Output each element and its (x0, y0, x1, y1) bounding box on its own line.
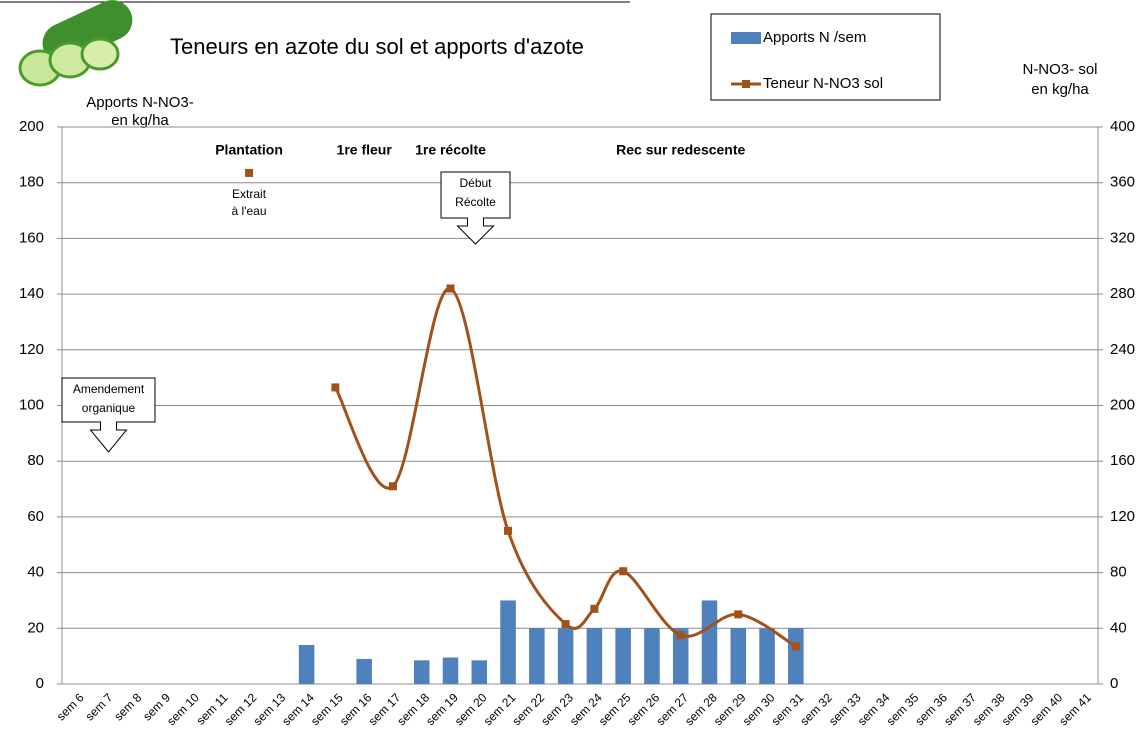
bar (414, 660, 430, 684)
chart-title: Teneurs en azote du sol et apports d'azo… (170, 34, 584, 59)
callout-label: Amendement (73, 382, 145, 396)
callout-label: Début (459, 176, 492, 190)
phase-label: 1re récolte (415, 142, 486, 158)
y-tick-label: 100 (19, 396, 44, 413)
y2-tick-label: 80 (1110, 564, 1127, 581)
bar (529, 628, 545, 684)
x-tick-label: sem 8 (111, 690, 144, 723)
cucumber-icon (20, 0, 139, 85)
y2-tick-label: 320 (1110, 229, 1135, 246)
marker (245, 169, 253, 177)
y2-axis-title: N-NO3- sol (1022, 61, 1097, 78)
callout-label: organique (82, 401, 136, 415)
y2-tick-label: 240 (1110, 341, 1135, 358)
bar (356, 659, 372, 684)
marker (504, 527, 512, 535)
legend-label: Apports N /sem (763, 29, 866, 46)
y-tick-label: 180 (19, 174, 44, 191)
y-tick-label: 0 (36, 675, 44, 692)
legend-swatch (742, 80, 750, 88)
bar (702, 600, 718, 684)
marker (590, 605, 598, 613)
bar (472, 660, 488, 684)
chart: Teneurs en azote du sol et apports d'azo… (0, 0, 1147, 738)
y-tick-label: 200 (19, 118, 44, 135)
callout-label: Récolte (455, 195, 496, 209)
y2-axis-title: en kg/ha (1031, 81, 1089, 98)
line (335, 288, 795, 646)
bar (587, 628, 603, 684)
y2-tick-label: 400 (1110, 118, 1135, 135)
marker (677, 631, 685, 639)
y-tick-label: 40 (27, 564, 44, 581)
y-tick-label: 140 (19, 285, 44, 302)
y-tick-label: 60 (27, 508, 44, 525)
marker (619, 567, 627, 575)
y-axis-title: Apports N-NO3- (86, 94, 194, 111)
marker (389, 482, 397, 490)
y2-tick-label: 200 (1110, 396, 1135, 413)
legend-swatch (731, 32, 761, 44)
y2-tick-label: 120 (1110, 508, 1135, 525)
bar (558, 628, 574, 684)
marker (447, 285, 455, 293)
y-tick-label: 20 (27, 619, 44, 636)
y2-tick-label: 40 (1110, 619, 1127, 636)
x-tick-label: sem 6 (54, 690, 87, 723)
annotation: à l'eau (232, 204, 267, 218)
bar (731, 628, 747, 684)
marker (331, 383, 339, 391)
bar (644, 628, 660, 684)
phase-label: Rec sur redescente (616, 142, 745, 158)
y-tick-label: 160 (19, 229, 44, 246)
x-tick-label: sem 7 (83, 690, 116, 723)
y2-tick-label: 280 (1110, 285, 1135, 302)
bar (443, 658, 459, 684)
marker (792, 642, 800, 650)
legend-label: Teneur N-NO3 sol (763, 75, 883, 92)
annotation: Extrait (232, 187, 267, 201)
y2-tick-label: 160 (1110, 452, 1135, 469)
bar (299, 645, 315, 684)
bar (788, 628, 804, 684)
y-tick-label: 80 (27, 452, 44, 469)
bar (500, 600, 516, 684)
y2-tick-label: 0 (1110, 675, 1118, 692)
bar (759, 628, 775, 684)
marker (734, 610, 742, 618)
x-tick-label: sem 10 (164, 690, 202, 728)
phase-label: 1re fleur (337, 142, 393, 158)
y2-tick-label: 360 (1110, 174, 1135, 191)
y-axis-title: en kg/ha (111, 112, 169, 129)
x-tick-label: sem 41 (1056, 690, 1094, 728)
bar (615, 628, 631, 684)
y-tick-label: 120 (19, 341, 44, 358)
marker (562, 620, 570, 628)
phase-label: Plantation (215, 142, 283, 158)
